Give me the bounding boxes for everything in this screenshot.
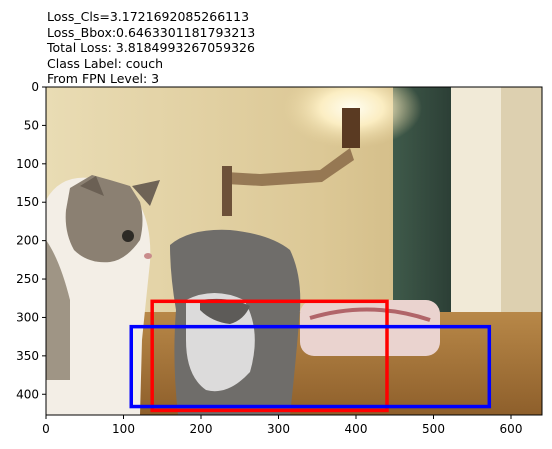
photo [46,87,542,415]
box-blue [129,324,492,409]
y-tick-label: 250 [16,272,39,286]
title-line-loss-cls: Loss_Cls=3.1721692085266113 [47,9,250,24]
y-tick-label: 50 [24,118,39,132]
title-line-class-label: Class Label: couch [47,55,164,71]
x-tick-label: 600 [500,422,523,436]
y-tick-label: 0 [31,80,39,94]
axes-frame [45,86,543,416]
y-tick-label: 400 [16,387,39,401]
bounding-boxes [129,299,492,413]
x-tick-label: 100 [112,422,135,436]
title-block: Loss_Cls=3.1721692085266113 Loss_Bbox:0.… [47,9,255,87]
y-tick-label: 300 [16,310,39,324]
y-tick-label: 150 [16,195,39,209]
axis-ticks: 0 100 200 300 400 500 600 0 50 100 150 200 250 300 350… [16,80,522,436]
title-line-total-loss: Total Loss: 3.8184993267059326 [47,40,255,55]
y-tick-label: 200 [16,234,39,248]
x-tick-label: 0 [42,422,50,436]
x-tick-label: 400 [345,422,368,436]
y-tick-label: 350 [16,349,39,363]
x-tick-label: 500 [422,422,445,436]
title-line-fpn-level: From FPN Level: 3 [47,71,160,86]
x-tick-label: 200 [190,422,213,436]
y-tick-label: 100 [16,157,39,171]
box-red [150,299,389,413]
title-line-loss-bbox: Loss_Bbox:0.6463301181793213 [47,24,256,40]
x-tick-label: 300 [267,422,290,436]
